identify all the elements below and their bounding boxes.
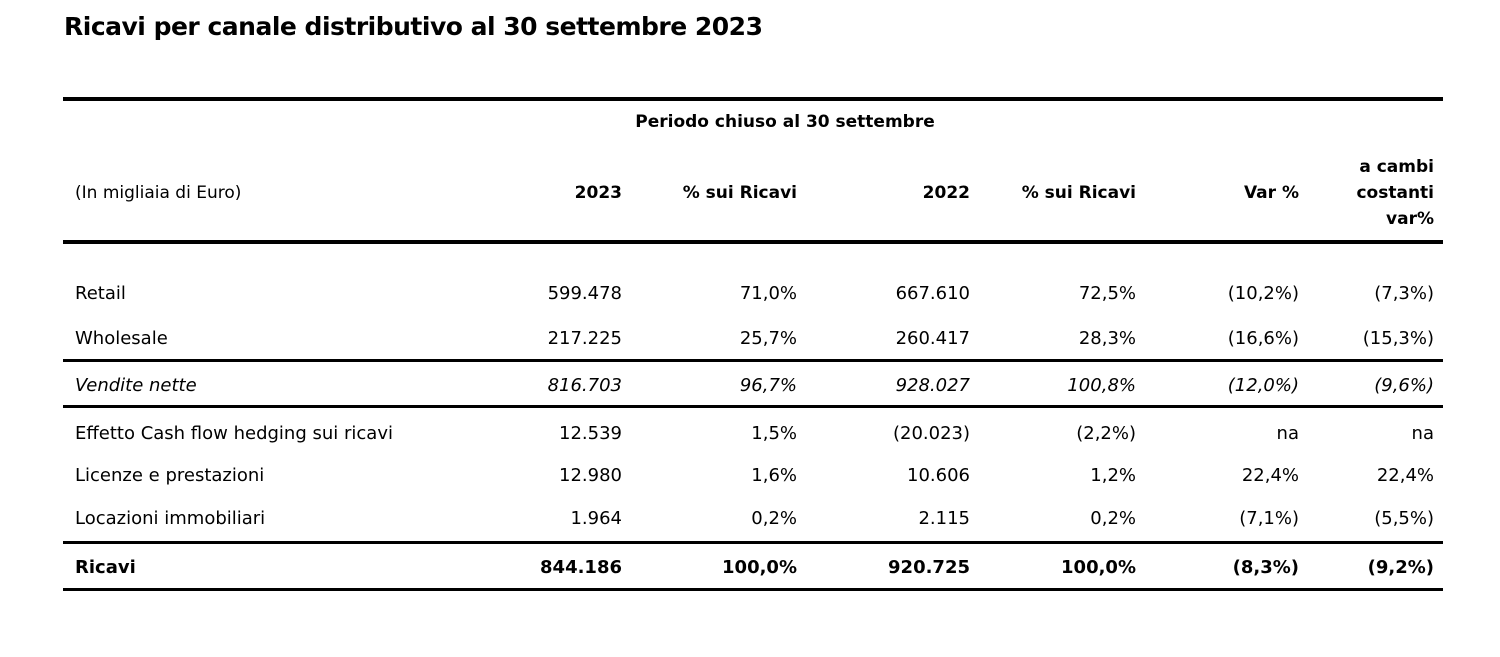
cell-cambi: na (1411, 423, 1434, 444)
cell-pct-2023: 71,0% (739, 283, 797, 304)
cambi-line-1: a cambi (1359, 157, 1434, 177)
cell-pct-2022: 100,0% (1061, 557, 1136, 578)
cell-2023: 844.186 (540, 557, 622, 578)
cell-2022: (20.023) (892, 423, 970, 444)
row-label: Vendite nette (75, 375, 197, 396)
col-header-2023: 2023 (574, 183, 622, 203)
cell-2022: 10.606 (907, 465, 970, 486)
cell-pct-2022: 100,8% (1067, 375, 1136, 396)
cell-2023: 12.539 (559, 423, 622, 444)
col-header-pct-2022: % sui Ricavi (1021, 183, 1136, 203)
cell-2022: 667.610 (895, 283, 970, 304)
col-header-var: Var % (1243, 183, 1299, 203)
cell-pct-2022: 1,2% (1090, 465, 1136, 486)
cell-pct-2022: 28,3% (1078, 328, 1136, 349)
cell-2023: 217.225 (547, 328, 622, 349)
cell-2023: 599.478 (547, 283, 622, 304)
cell-2022: 2.115 (918, 508, 970, 529)
cell-pct-2023: 100,0% (722, 557, 797, 578)
cell-pct-2023: 25,7% (739, 328, 797, 349)
cell-2022: 920.725 (888, 557, 970, 578)
cell-cambi: (7,3%) (1374, 283, 1434, 304)
cell-pct-2023: 1,6% (751, 465, 797, 486)
period-header: Periodo chiuso al 30 settembre (635, 112, 935, 132)
cell-cambi: (9,6%) (1374, 375, 1434, 396)
cell-var: (12,0%) (1227, 375, 1299, 396)
unit-header: (In migliaia di Euro) (75, 183, 242, 203)
cell-cambi: 22,4% (1376, 465, 1434, 486)
cell-pct-2022: 0,2% (1090, 508, 1136, 529)
cell-2022: 928.027 (895, 375, 970, 396)
row-label: Locazioni immobiliari (75, 508, 266, 529)
row-label: Wholesale (75, 328, 168, 349)
total-top-rule (63, 541, 1443, 544)
cell-var: (16,6%) (1227, 328, 1299, 349)
cell-pct-2023: 1,5% (751, 423, 797, 444)
cell-var: (7,1%) (1239, 508, 1299, 529)
row-label: Retail (75, 283, 126, 304)
cambi-line-3: var% (1386, 209, 1434, 229)
cell-2023: 816.703 (547, 375, 622, 396)
cell-var: (8,3%) (1232, 557, 1299, 578)
subtotal-top-rule (63, 359, 1443, 362)
cell-var: na (1276, 423, 1299, 444)
header-bottom-rule (63, 240, 1443, 244)
cell-var: (10,2%) (1227, 283, 1299, 304)
row-label: Licenze e prestazioni (75, 465, 265, 486)
table-bottom-rule (63, 588, 1443, 591)
cell-pct-2023: 96,7% (739, 375, 797, 396)
cell-cambi: (5,5%) (1374, 508, 1434, 529)
cell-2023: 12.980 (559, 465, 622, 486)
table-top-rule (63, 97, 1443, 101)
page-title: Ricavi per canale distributivo al 30 set… (64, 12, 763, 41)
cell-2022: 260.417 (895, 328, 970, 349)
cell-cambi: (15,3%) (1362, 328, 1434, 349)
col-header-pct-2023: % sui Ricavi (682, 183, 797, 203)
cell-pct-2023: 0,2% (751, 508, 797, 529)
cell-cambi: (9,2%) (1367, 557, 1434, 578)
cell-2023: 1.964 (570, 508, 622, 529)
cell-pct-2022: 72,5% (1078, 283, 1136, 304)
cambi-line-2: costanti (1356, 183, 1434, 203)
subtotal-bottom-rule (63, 405, 1443, 408)
col-header-2022: 2022 (922, 183, 970, 203)
row-label: Ricavi (75, 557, 136, 578)
cell-var: 22,4% (1241, 465, 1299, 486)
row-label: Effetto Cash flow hedging sui ricavi (75, 423, 393, 444)
cell-pct-2022: (2,2%) (1076, 423, 1136, 444)
col-header-cambi-costanti: a cambi costanti var% (1320, 154, 1434, 232)
